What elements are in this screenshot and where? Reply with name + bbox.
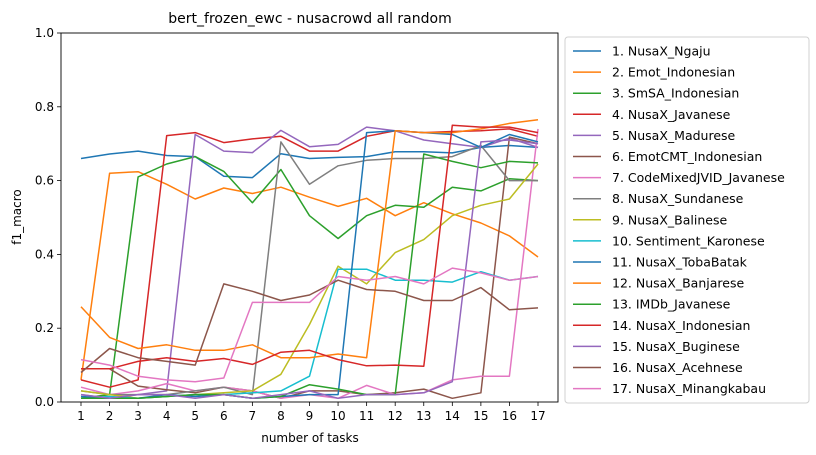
x-tick-label: 14 — [445, 409, 460, 423]
x-tick-label: 9 — [306, 409, 314, 423]
x-axis: 1 2 3 4 5 6 7 8 9 10 11 12 13 14 15 16 17 — [77, 402, 546, 423]
series-line-1 — [80, 144, 539, 179]
series-line-14 — [81, 124, 539, 370]
legend-label: 16. NusaX_Acehnese — [612, 360, 743, 375]
series-line-10 — [80, 268, 539, 400]
legend-label: 3. SmSA_Indonesian — [612, 86, 739, 101]
series-line-5 — [80, 126, 539, 400]
series-line-8 — [80, 141, 538, 396]
x-tick-label: 8 — [277, 409, 285, 423]
x-tick-label: 7 — [249, 409, 257, 423]
legend-item: 8. NusaX_Sundanese — [573, 191, 744, 206]
chart-title: bert_frozen_ewc - nusacrowd all random — [168, 11, 451, 27]
legend-label: 13. IMDb_Javanese — [612, 297, 731, 312]
legend-item: 13. IMDb_Javanese — [573, 297, 731, 312]
y-tick-label: 0.6 — [35, 174, 54, 188]
y-tick-label: 0.8 — [35, 100, 54, 114]
x-tick-label: 12 — [388, 409, 403, 423]
legend-item: 5. NusaX_Madurese — [573, 128, 736, 143]
legend-label: 9. NusaX_Balinese — [612, 212, 727, 227]
legend-label: 7. CodeMixedJVID_Javanese — [612, 170, 785, 185]
legend-label: 1. NusaX_Ngaju — [612, 44, 711, 59]
x-axis-label: number of tasks — [261, 431, 359, 445]
legend-item: 6. EmotCMT_Indonesian — [573, 149, 762, 164]
x-tick-label: 2 — [106, 409, 114, 423]
legend-label: 12. NusaX_Banjarese — [612, 276, 744, 291]
legend-item: 16. NusaX_Acehnese — [573, 360, 743, 375]
legend-label: 2. Emot_Indonesian — [612, 65, 735, 80]
series-line-12 — [80, 118, 539, 359]
plot-lines — [80, 118, 539, 400]
legend-item: 9. NusaX_Balinese — [573, 212, 727, 227]
legend-label: 6. EmotCMT_Indonesian — [612, 149, 762, 164]
x-tick-label: 15 — [473, 409, 488, 423]
legend-label: 14. NusaX_Indonesian — [612, 318, 750, 333]
legend-label: 4. NusaX_Javanese — [612, 107, 731, 122]
legend-item: 7. CodeMixedJVID_Javanese — [573, 170, 785, 185]
plot-frame — [60, 32, 559, 403]
y-axis: 0.0 0.2 0.4 0.6 0.8 1.0 — [35, 26, 61, 409]
legend-items: 1. NusaX_Ngaju 2. Emot_Indonesian 3. SmSA_… — [573, 44, 785, 396]
legend-item: 14. NusaX_Indonesian — [573, 318, 750, 333]
legend-item: 17. NusaX_Minangkabau — [573, 381, 766, 396]
series-line-16 — [80, 279, 539, 374]
legend-item: 11. NusaX_TobaBatak — [573, 255, 748, 270]
legend-label: 5. NusaX_Madurese — [612, 128, 736, 143]
series-line-11 — [80, 130, 539, 400]
legend-item: 3. SmSA_Indonesian — [573, 86, 739, 101]
x-tick-label: 10 — [330, 409, 345, 423]
x-tick-label: 11 — [359, 409, 374, 423]
series-line-17 — [80, 267, 539, 383]
y-tick-label: 0.4 — [35, 247, 54, 261]
legend-item: 10. Sentiment_Karonese — [573, 233, 765, 248]
series-line-13 — [81, 153, 539, 400]
x-tick-label: 5 — [191, 409, 199, 423]
legend-item: 2. Emot_Indonesian — [573, 65, 735, 80]
x-tick-label: 4 — [163, 409, 171, 423]
x-tick-label: 3 — [134, 409, 142, 423]
series-line-4 — [80, 128, 539, 388]
legend-label: 17. NusaX_Minangkabau — [612, 381, 766, 396]
legend-item: 4. NusaX_Javanese — [573, 107, 731, 122]
x-tick-label: 13 — [416, 409, 431, 423]
legend-label: 10. Sentiment_Karonese — [612, 233, 765, 248]
x-tick-label: 6 — [220, 409, 228, 423]
series-line-15 — [80, 139, 539, 400]
x-tick-label: 16 — [502, 409, 517, 423]
legend-label: 15. NusaX_Buginese — [612, 339, 740, 354]
legend-item: 12. NusaX_Banjarese — [573, 276, 744, 291]
y-tick-label: 1.0 — [35, 26, 54, 40]
y-tick-label: 0.0 — [35, 395, 54, 409]
legend-frame — [564, 36, 810, 404]
series-line-2 — [80, 170, 539, 381]
legend-item: 1. NusaX_Ngaju — [573, 44, 711, 59]
x-tick-label: 17 — [530, 409, 545, 423]
legend-item: 15. NusaX_Buginese — [573, 339, 740, 354]
legend: 1. NusaX_Ngaju 2. Emot_Indonesian 3. SmSA_… — [564, 36, 810, 404]
series-line-3 — [80, 155, 539, 400]
legend-label: 8. NusaX_Sundanese — [612, 191, 744, 206]
x-tick-label: 1 — [77, 409, 85, 423]
y-axis-label: f1_macro — [10, 189, 24, 245]
y-tick-label: 0.2 — [35, 321, 54, 335]
legend-label: 11. NusaX_TobaBatak — [612, 255, 748, 270]
